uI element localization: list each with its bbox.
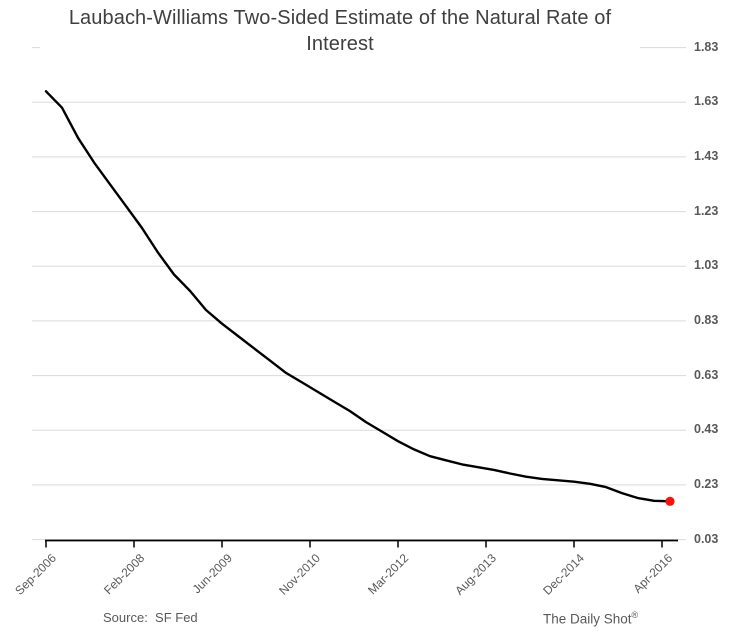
- y-axis-label: 0.43: [694, 422, 719, 437]
- y-axis-label: 0.83: [694, 312, 719, 327]
- y-axis-label: 0.03: [694, 531, 719, 546]
- y-axis-label: 1.83: [694, 39, 719, 54]
- registered-mark: ®: [631, 610, 639, 620]
- y-axis-label: 0.63: [694, 367, 719, 382]
- y-axis-label: 1.63: [694, 94, 719, 109]
- y-axis-label: 1.03: [694, 258, 719, 273]
- data-line: [44, 90, 672, 503]
- source-note: Source: SF Fed: [103, 610, 198, 625]
- y-axis-label: 1.43: [694, 148, 719, 163]
- brand-note: The Daily Shot®: [543, 610, 638, 627]
- y-axis-label: 1.23: [694, 203, 719, 218]
- end-point-marker: [665, 496, 675, 506]
- chart-title: Laubach-Williams Two-Sided Estimate of t…: [40, 5, 640, 57]
- y-axis-label: 0.23: [694, 476, 719, 491]
- brand-text: The Daily Shot: [543, 611, 632, 627]
